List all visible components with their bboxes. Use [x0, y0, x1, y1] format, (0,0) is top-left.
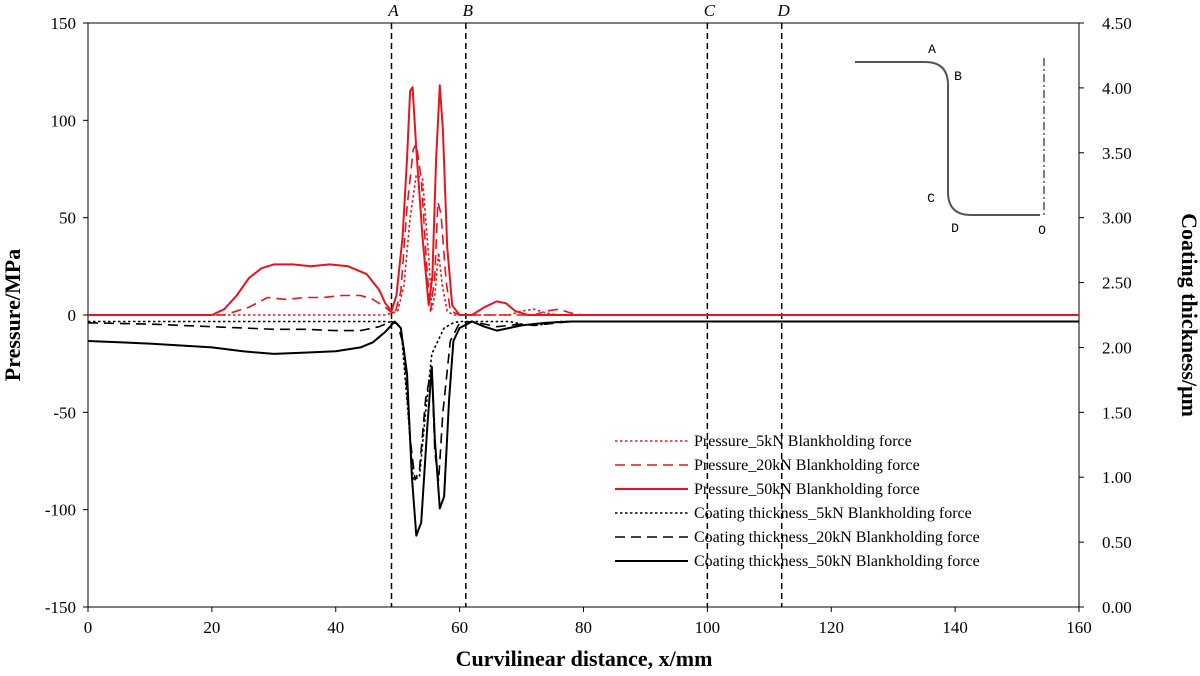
- y-tick-label: 50: [59, 209, 76, 228]
- inset-label-c: C: [927, 191, 935, 206]
- x-tick-label: 80: [575, 618, 592, 637]
- marker-label-a: A: [387, 1, 399, 20]
- y2-tick-label: 1.00: [1102, 468, 1132, 487]
- inset-label-d: D: [951, 221, 959, 236]
- left-axis-ticks: -150 -100 -50 0 50 100 150: [45, 14, 88, 617]
- legend-entry-coating-thickness-5kn-blankholding-force: Coating thickness_5kN Blankholding force: [694, 505, 972, 522]
- marker-label-d: D: [777, 1, 791, 20]
- profile-inset: A B C D O: [855, 42, 1046, 238]
- series-line-pressure-5kn-blankholding-force: [88, 174, 1079, 316]
- y2-axis-title: Coating thickness/μm: [1177, 213, 1200, 417]
- right-axis-ticks: 0.00 0.50 1.00 1.50 2.00 2.50 3.00 3.50 4.00 4.50: [1079, 14, 1132, 617]
- x-axis-title: Curvilinear distance, x/mm: [456, 646, 713, 671]
- legend-entry-coating-thickness-50kn-blankholding-force: Coating thickness_50kN Blankholding forc…: [694, 553, 980, 570]
- x-tick-label: 140: [942, 618, 968, 637]
- inset-label-a: A: [928, 42, 936, 57]
- y-tick-label: 150: [51, 14, 77, 33]
- series-line-coating-thickness-20kn-blankholding-force: [87, 320, 1079, 482]
- y2-tick-label: 4.50: [1102, 14, 1132, 33]
- x-tick-label: 20: [203, 618, 220, 637]
- x-tick-label: 100: [695, 618, 721, 637]
- x-tick-label: 160: [1066, 618, 1092, 637]
- series-lines: [87, 84, 1079, 537]
- y2-tick-label: 3.00: [1102, 209, 1132, 228]
- y-axis-title: Pressure/MPa: [0, 249, 25, 381]
- x-tick-label: 40: [327, 618, 344, 637]
- y-tick-label: 0: [68, 306, 77, 325]
- series-line-coating-thickness-50kn-blankholding-force: [87, 320, 1079, 537]
- series-line-pressure-50kn-blankholding-force: [88, 84, 1079, 316]
- y2-tick-label: 3.50: [1102, 144, 1132, 163]
- series-line-coating-thickness-5kn-blankholding-force: [88, 320, 1079, 481]
- legend: Pressure_5kN Blankholding force Pressure_…: [615, 433, 980, 570]
- x-tick-label: 120: [819, 618, 845, 637]
- series-line-pressure-20kn-blankholding-force: [88, 142, 1079, 316]
- y-tick-label: -150: [45, 598, 76, 617]
- y2-tick-label: 2.00: [1102, 338, 1132, 357]
- x-tick-label: 0: [84, 618, 93, 637]
- x-axis-ticks: 0 20 40 60 80 100 120 140 160: [84, 607, 1092, 637]
- y2-tick-label: 0.00: [1102, 598, 1132, 617]
- legend-entry-coating-thickness-20kn-blankholding-force: Coating thickness_20kN Blankholding forc…: [694, 529, 980, 546]
- legend-entry-pressure-50kn-blankholding-force: Pressure_50kN Blankholding force: [694, 481, 920, 498]
- x-tick-label: 60: [451, 618, 468, 637]
- inset-profile-line: [855, 61, 1040, 216]
- y2-tick-label: 1.50: [1102, 403, 1132, 422]
- y-tick-label: -50: [53, 403, 76, 422]
- y2-tick-label: 2.50: [1102, 274, 1132, 293]
- y2-tick-label: 4.00: [1102, 79, 1132, 98]
- y-tick-label: -100: [45, 501, 76, 520]
- inset-label-o: O: [1038, 223, 1046, 238]
- legend-entry-pressure-5kn-blankholding-force: Pressure_5kN Blankholding force: [694, 433, 912, 450]
- inset-label-b: B: [954, 69, 962, 84]
- marker-label-c: C: [704, 1, 716, 20]
- y-tick-label: 100: [51, 111, 77, 130]
- marker-label-b: B: [463, 1, 474, 20]
- legend-entry-pressure-20kn-blankholding-force: Pressure_20kN Blankholding force: [694, 457, 920, 474]
- y2-tick-label: 0.50: [1102, 533, 1132, 552]
